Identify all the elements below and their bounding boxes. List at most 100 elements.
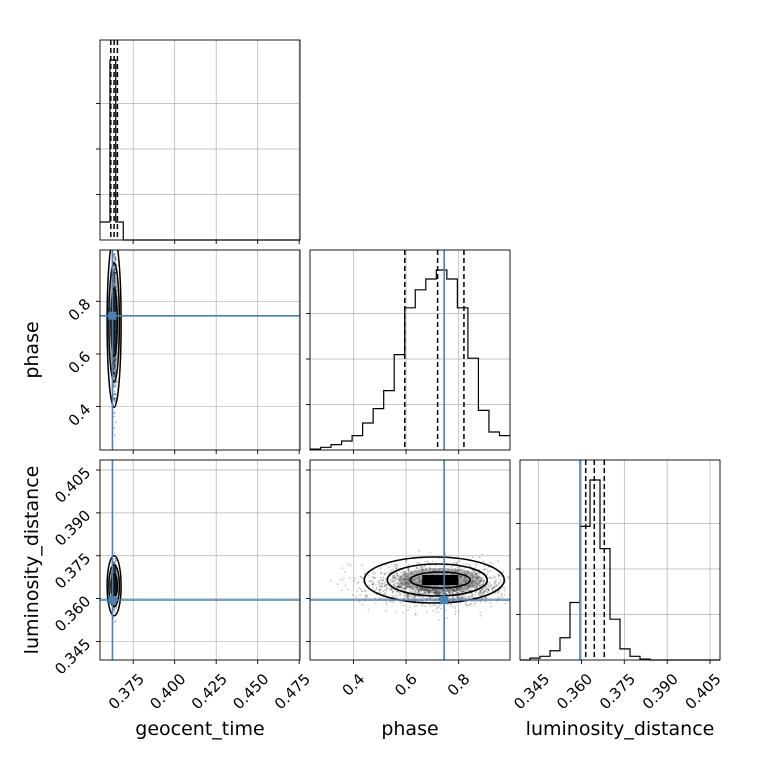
sample-point — [431, 560, 434, 563]
sample-point — [428, 589, 431, 592]
sample-point — [113, 608, 115, 611]
sample-point — [448, 585, 451, 587]
sample-point — [445, 584, 448, 587]
sample-point — [471, 582, 474, 585]
sample-point — [438, 573, 440, 576]
sample-point — [392, 590, 395, 593]
sample-point — [407, 580, 410, 582]
sample-point — [428, 566, 431, 569]
sample-point — [113, 268, 116, 271]
sample-point — [466, 587, 469, 590]
sample-point — [437, 591, 440, 594]
sample-point — [479, 600, 482, 603]
sample-point — [465, 576, 468, 579]
sample-point — [396, 572, 399, 575]
sample-point — [393, 576, 395, 578]
sample-point — [405, 575, 408, 578]
sample-point — [468, 589, 471, 592]
sample-point — [417, 576, 420, 579]
sample-point — [405, 577, 407, 580]
sample-point — [408, 570, 411, 572]
sample-point — [393, 574, 396, 577]
sample-point — [465, 563, 467, 566]
sample-point — [404, 583, 407, 586]
sample-point — [469, 595, 471, 598]
sample-point — [115, 381, 118, 384]
sample-point — [428, 584, 431, 587]
sample-point — [425, 567, 428, 570]
sample-point — [422, 589, 425, 592]
sample-point — [395, 567, 398, 570]
sample-point — [455, 590, 458, 593]
sample-point — [114, 259, 117, 262]
sample-point — [480, 592, 483, 594]
sample-point — [414, 589, 417, 592]
sample-point — [378, 583, 381, 586]
sample-point — [112, 569, 115, 572]
sample-point — [486, 591, 489, 594]
sample-point — [401, 573, 404, 576]
panel-phase-luminosity_distance — [306, 460, 518, 664]
sample-point — [383, 572, 386, 575]
sample-point — [432, 588, 434, 591]
sample-point — [374, 602, 377, 605]
sample-point — [436, 592, 438, 595]
sample-point — [435, 584, 438, 587]
sample-point — [407, 578, 409, 581]
x-axis-label-phase: phase — [381, 718, 438, 740]
diag-panel-luminosity_distance — [516, 460, 720, 664]
sample-point — [394, 584, 396, 587]
sample-point — [418, 581, 421, 584]
sample-point — [414, 613, 417, 615]
sample-point — [479, 611, 482, 614]
sample-point — [469, 575, 472, 577]
sample-point — [390, 588, 393, 591]
sample-point — [460, 581, 463, 584]
sample-point — [378, 584, 381, 587]
sample-point — [451, 592, 454, 595]
sample-point — [438, 588, 441, 591]
sample-point — [374, 572, 377, 575]
sample-point — [460, 596, 463, 598]
sample-point — [383, 585, 386, 588]
sample-point — [113, 356, 116, 359]
sample-point — [359, 593, 362, 596]
sample-point — [112, 362, 115, 365]
sample-point — [112, 271, 115, 274]
sample-point — [471, 572, 473, 575]
sample-point — [422, 592, 425, 594]
sample-point — [392, 576, 395, 579]
truth-marker — [440, 596, 449, 604]
sample-point — [470, 582, 473, 585]
sample-point — [358, 600, 361, 603]
sample-point — [114, 567, 117, 570]
sample-point — [484, 586, 486, 589]
sample-point — [495, 579, 497, 582]
sample-point — [516, 587, 518, 589]
sample-point — [424, 592, 427, 595]
sample-point — [413, 580, 416, 583]
sample-point — [490, 605, 492, 608]
sample-point — [414, 595, 416, 598]
sample-point — [381, 583, 384, 586]
sample-point — [430, 585, 432, 588]
sample-point — [114, 571, 116, 573]
sample-point — [448, 593, 451, 595]
sample-point — [396, 578, 399, 581]
sample-point — [113, 607, 116, 610]
sample-point — [113, 279, 115, 282]
sample-point — [392, 568, 394, 571]
sample-point — [469, 589, 472, 592]
sample-point — [492, 585, 495, 588]
sample-point — [429, 551, 432, 554]
sample-point — [467, 563, 470, 566]
sample-point — [385, 601, 388, 604]
sample-point — [436, 593, 439, 596]
sample-point — [424, 560, 427, 563]
sample-point — [385, 589, 388, 592]
sample-point — [463, 580, 466, 583]
sample-point — [385, 603, 388, 606]
sample-point — [464, 585, 467, 588]
sample-point — [401, 587, 403, 590]
contour-line — [386, 563, 489, 597]
